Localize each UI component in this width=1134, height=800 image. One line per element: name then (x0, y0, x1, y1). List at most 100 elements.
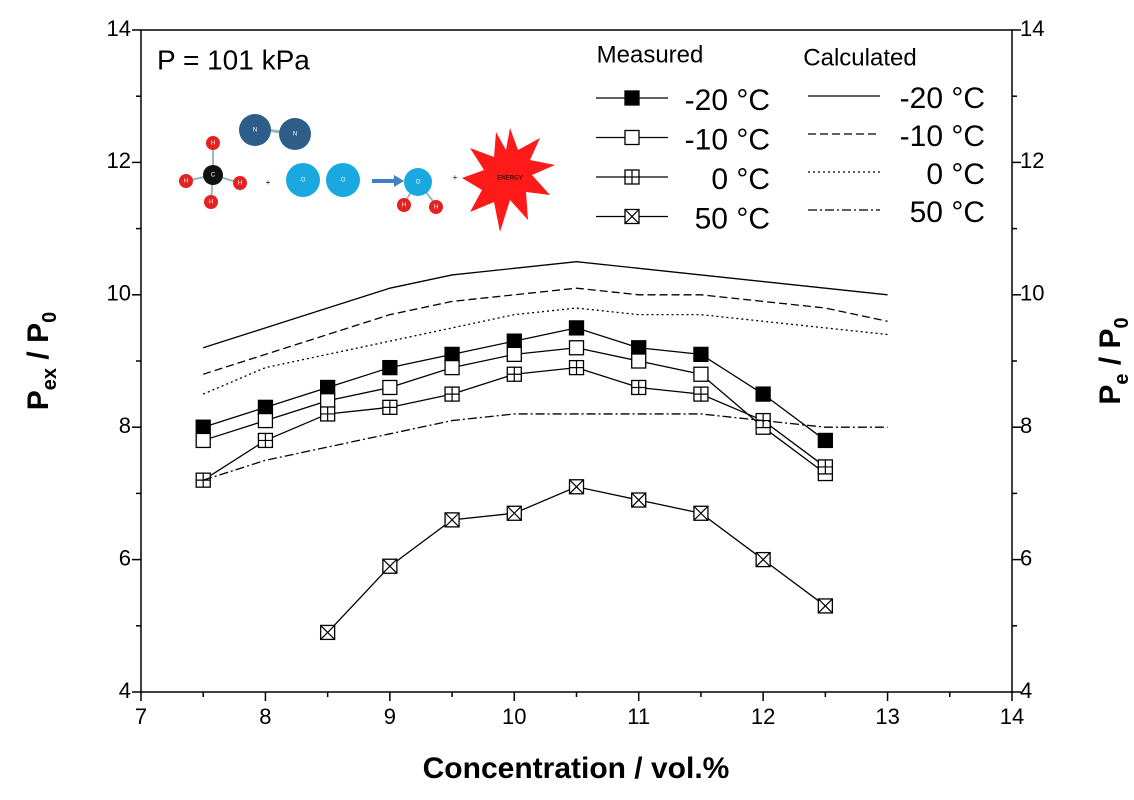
atom (397, 198, 411, 212)
marker-box (755, 386, 771, 402)
marker-cross (755, 552, 771, 568)
marker (631, 379, 647, 396)
marker-cross (631, 492, 647, 508)
legend-label: -20 °C (900, 82, 985, 115)
marker-plus (445, 387, 460, 402)
x-tick-label: 11 (627, 704, 650, 729)
annotation: P = 101 kPa (157, 44, 310, 75)
marker-box (257, 399, 274, 415)
marker-box (631, 353, 647, 369)
atom-label: O (416, 180, 421, 186)
x-tick-label: 14 (1000, 704, 1024, 729)
x-tick-label: 13 (875, 704, 899, 729)
axis-label-part: P (22, 390, 55, 410)
axis-label-part: P (1094, 385, 1127, 405)
plus-sign: + (453, 173, 458, 182)
marker-box (568, 340, 585, 356)
axis-label-part: 0 (1111, 317, 1133, 328)
marker (693, 505, 709, 521)
y-tick-label: 8 (119, 413, 131, 438)
marker (817, 598, 834, 614)
atom-label: H (434, 205, 438, 211)
atom (179, 174, 193, 188)
marker (506, 366, 522, 382)
y-tick-label: 4 (119, 678, 131, 703)
atom-label: H (209, 200, 213, 206)
series-line (327, 486, 826, 633)
marker (693, 346, 709, 363)
legend-label: 50 °C (695, 202, 770, 235)
arrow-head (394, 175, 404, 187)
y-tick-label: 14 (107, 16, 131, 41)
marker-plus (631, 380, 646, 395)
atom-label: N (293, 132, 297, 138)
marker-cross (444, 512, 460, 528)
marker (568, 320, 585, 336)
marker-plus (382, 400, 397, 415)
marker-cross (569, 479, 584, 495)
marker (631, 340, 647, 356)
marker (444, 346, 460, 363)
marker (444, 359, 460, 376)
marker (382, 558, 398, 574)
x-tick-label: 9 (384, 704, 396, 729)
atom-label: H (184, 179, 188, 185)
x-tick-label: 8 (259, 704, 271, 729)
marker (631, 353, 647, 369)
y2-tick-label: 12 (1020, 148, 1044, 173)
marker-box (382, 379, 398, 396)
illustration: C H H H H N N + O O O H H + ENERGY (179, 114, 555, 232)
marker (195, 419, 211, 435)
y2-tick-label: 14 (1020, 16, 1044, 41)
legend-label: -10 °C (685, 123, 770, 156)
marker (444, 386, 460, 402)
atom-label: O (301, 178, 306, 184)
marker (568, 479, 585, 495)
axis-label-part: e (1111, 374, 1133, 385)
marker (257, 412, 274, 429)
y-axis-label: Pex / P0 (22, 312, 61, 410)
atom (404, 168, 432, 196)
marker-box (382, 359, 398, 376)
marker (382, 359, 398, 376)
marker (319, 393, 336, 409)
marker (755, 551, 771, 568)
y2-tick-label: 4 (1020, 678, 1032, 703)
marker (568, 340, 585, 356)
marker (693, 366, 709, 382)
marker (755, 386, 771, 402)
atom-label: N (253, 128, 257, 134)
y2-tick-label: 10 (1020, 281, 1044, 306)
marker-box (444, 346, 460, 363)
atom (239, 114, 271, 146)
atom (233, 176, 247, 190)
y2-tick-label: 6 (1020, 545, 1032, 570)
atom (286, 163, 320, 197)
series-line (202, 366, 826, 481)
series-line (203, 287, 888, 375)
atom (203, 165, 223, 185)
axis-label-part: 0 (39, 312, 61, 323)
marker (444, 512, 460, 528)
energy-label: ENERGY (497, 176, 522, 182)
marker-cross (320, 624, 336, 640)
marker-box (506, 346, 522, 363)
marker-plus (693, 387, 708, 402)
marker (257, 432, 274, 449)
marker (817, 459, 834, 475)
series-line (203, 413, 888, 481)
legend-label: 0 °C (711, 163, 770, 196)
marker-cross (506, 505, 522, 521)
legend-marker (624, 208, 640, 225)
marker (382, 379, 398, 396)
legend-label: -20 °C (685, 84, 770, 117)
marker-box (817, 432, 834, 449)
legend-marker-box (624, 129, 640, 146)
marker-box (631, 340, 647, 356)
atom-label: C (211, 173, 216, 179)
marker-box (568, 320, 585, 336)
legend-title: Measured (597, 41, 704, 68)
atom (326, 163, 360, 197)
y2-axis-label: Pe / P0 (1094, 317, 1133, 404)
legend-marker (624, 129, 640, 146)
